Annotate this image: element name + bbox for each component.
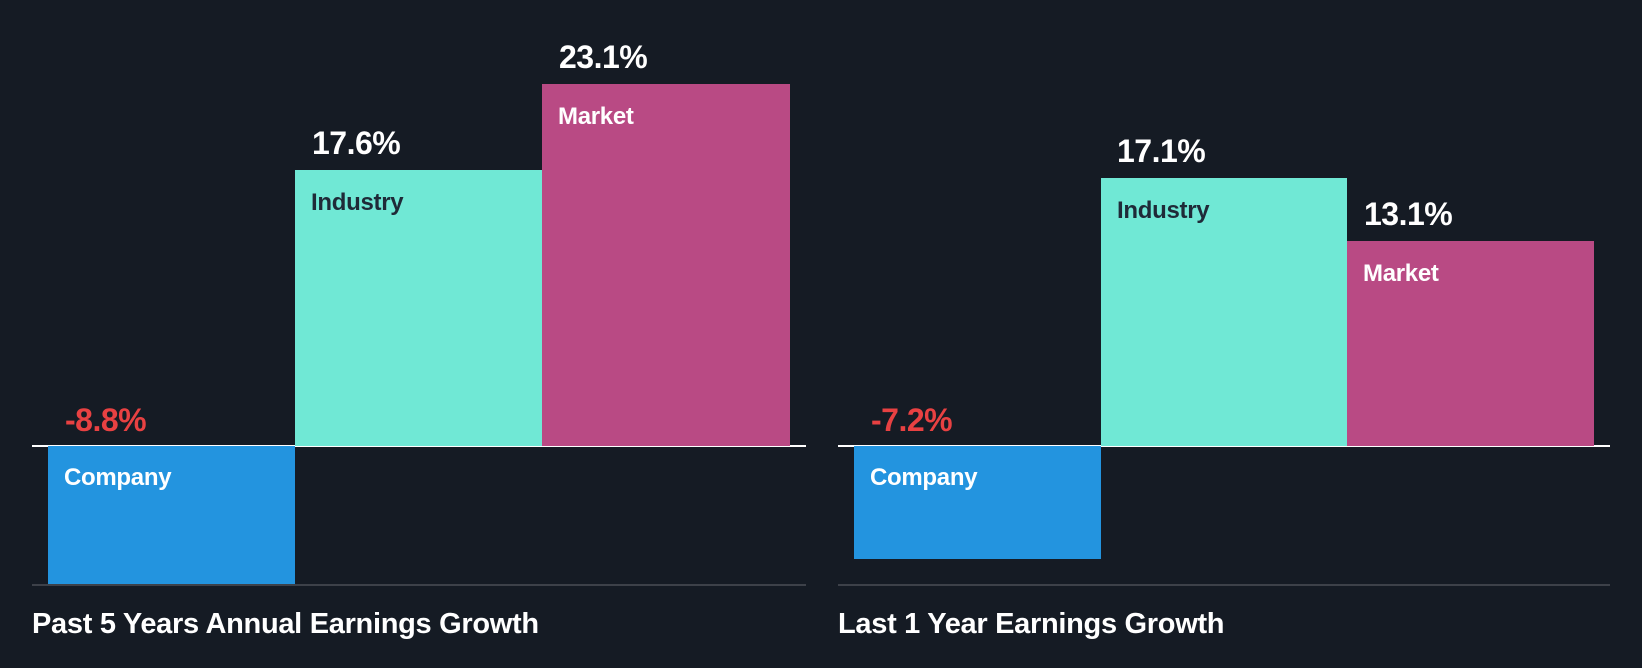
bar-market: Market <box>1347 241 1594 446</box>
chart-title: Past 5 Years Annual Earnings Growth <box>32 608 539 640</box>
bar-label-industry: Industry <box>1117 197 1210 224</box>
bar-company: Company <box>48 446 295 584</box>
value-label-market: 23.1% <box>559 39 648 75</box>
chart-title: Last 1 Year Earnings Growth <box>838 608 1225 640</box>
value-label-industry: 17.6% <box>312 125 401 161</box>
value-label-market: 13.1% <box>1364 196 1453 232</box>
value-label-industry: 17.1% <box>1117 133 1206 169</box>
bar-market: Market <box>542 84 790 446</box>
bar-label-industry: Industry <box>311 189 404 216</box>
bar-label-company: Company <box>870 464 978 491</box>
chart-panel-past-5-years: Company Industry Market -8.8% 17.6% 23.1… <box>0 0 820 668</box>
bar-industry: Industry <box>1101 178 1347 446</box>
value-label-company: -7.2% <box>871 402 953 438</box>
bar-company: Company <box>854 446 1101 559</box>
bar-industry: Industry <box>295 170 542 446</box>
axis-line <box>838 584 1610 586</box>
bar-label-market: Market <box>1363 260 1439 287</box>
axis-line <box>32 584 806 586</box>
value-label-company: -8.8% <box>65 402 147 438</box>
bar-label-market: Market <box>558 103 634 130</box>
zero-baseline <box>32 445 806 447</box>
zero-baseline <box>838 445 1610 447</box>
bar-label-company: Company <box>64 464 172 491</box>
